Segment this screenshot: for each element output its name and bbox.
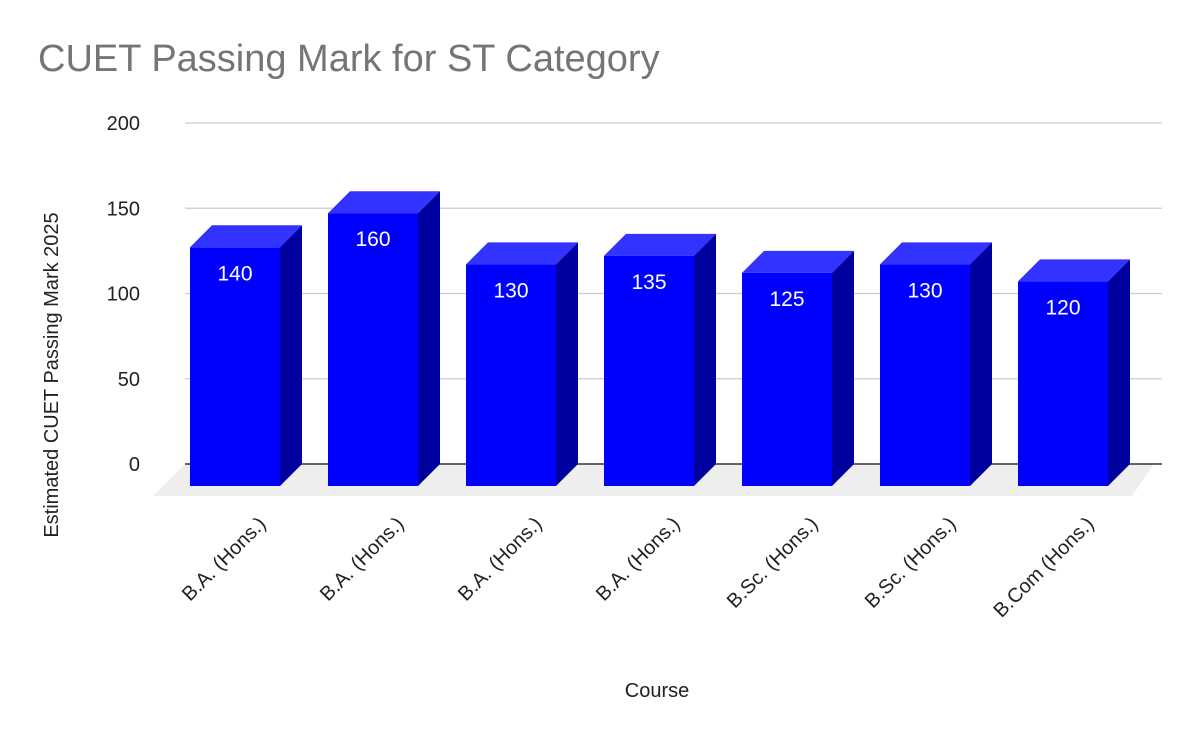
bar-top: [880, 242, 992, 265]
bar-side: [694, 233, 716, 486]
bar: 160: [328, 191, 440, 486]
bars: 140 160 130 135 125 130 120: [190, 191, 1130, 487]
bar: 130: [466, 242, 578, 486]
bar-side: [556, 242, 578, 486]
y-tick-label: 150: [107, 198, 140, 220]
bar-side: [1108, 259, 1130, 486]
x-tick-label: B.Com (Hons.): [989, 513, 1098, 622]
bar-front: [604, 255, 694, 486]
data-label: 160: [355, 228, 390, 251]
bar-front: [742, 272, 832, 486]
bar: 120: [1018, 259, 1130, 486]
bar: 140: [190, 225, 302, 487]
y-axis-title: Estimated CUET Passing Mark 2025: [41, 212, 63, 537]
x-tick-label: B.A. (Hons.): [592, 513, 685, 606]
x-tick-label: B.A. (Hons.): [454, 513, 547, 606]
x-axis-ticks: B.A. (Hons.) B.A. (Hons.) B.A. (Hons.) B.A.…: [178, 513, 1099, 622]
bar-top: [1018, 259, 1130, 282]
bar-side: [280, 225, 302, 487]
bar-top: [604, 233, 716, 256]
data-label: 130: [493, 279, 528, 302]
bar: 130: [880, 242, 992, 486]
y-tick-label: 100: [107, 284, 140, 306]
bar-side: [970, 242, 992, 486]
chart-title: CUET Passing Mark for ST Category: [38, 38, 660, 80]
bar-front: [466, 264, 556, 486]
y-tick-label: 50: [118, 369, 140, 391]
x-axis-title: Course: [625, 680, 689, 702]
bar-front: [1018, 281, 1108, 486]
y-axis-ticks: 0 50 100 150 200: [107, 113, 140, 476]
y-tick-label: 0: [129, 454, 140, 476]
bar-front: [190, 247, 280, 486]
data-label: 140: [217, 262, 252, 285]
x-tick-label: B.A. (Hons.): [316, 513, 409, 606]
data-label: 130: [907, 279, 942, 302]
data-label: 120: [1045, 296, 1080, 319]
data-label: 125: [769, 288, 804, 311]
bar-top: [190, 225, 302, 248]
bar-top: [466, 242, 578, 265]
bar-side: [832, 250, 854, 486]
x-tick-label: B.A. (Hons.): [178, 513, 271, 606]
y-tick-label: 200: [107, 113, 140, 135]
bar: 135: [604, 233, 716, 486]
bar: 125: [742, 250, 854, 486]
bar-side: [418, 191, 440, 486]
bar-top: [742, 250, 854, 273]
bar-front: [880, 264, 970, 486]
data-label: 135: [631, 271, 666, 294]
x-tick-label: B.Sc. (Hons.): [723, 513, 823, 613]
bar-front: [328, 213, 418, 486]
x-tick-label: B.Sc. (Hons.): [861, 513, 961, 613]
bar-top: [328, 191, 440, 214]
